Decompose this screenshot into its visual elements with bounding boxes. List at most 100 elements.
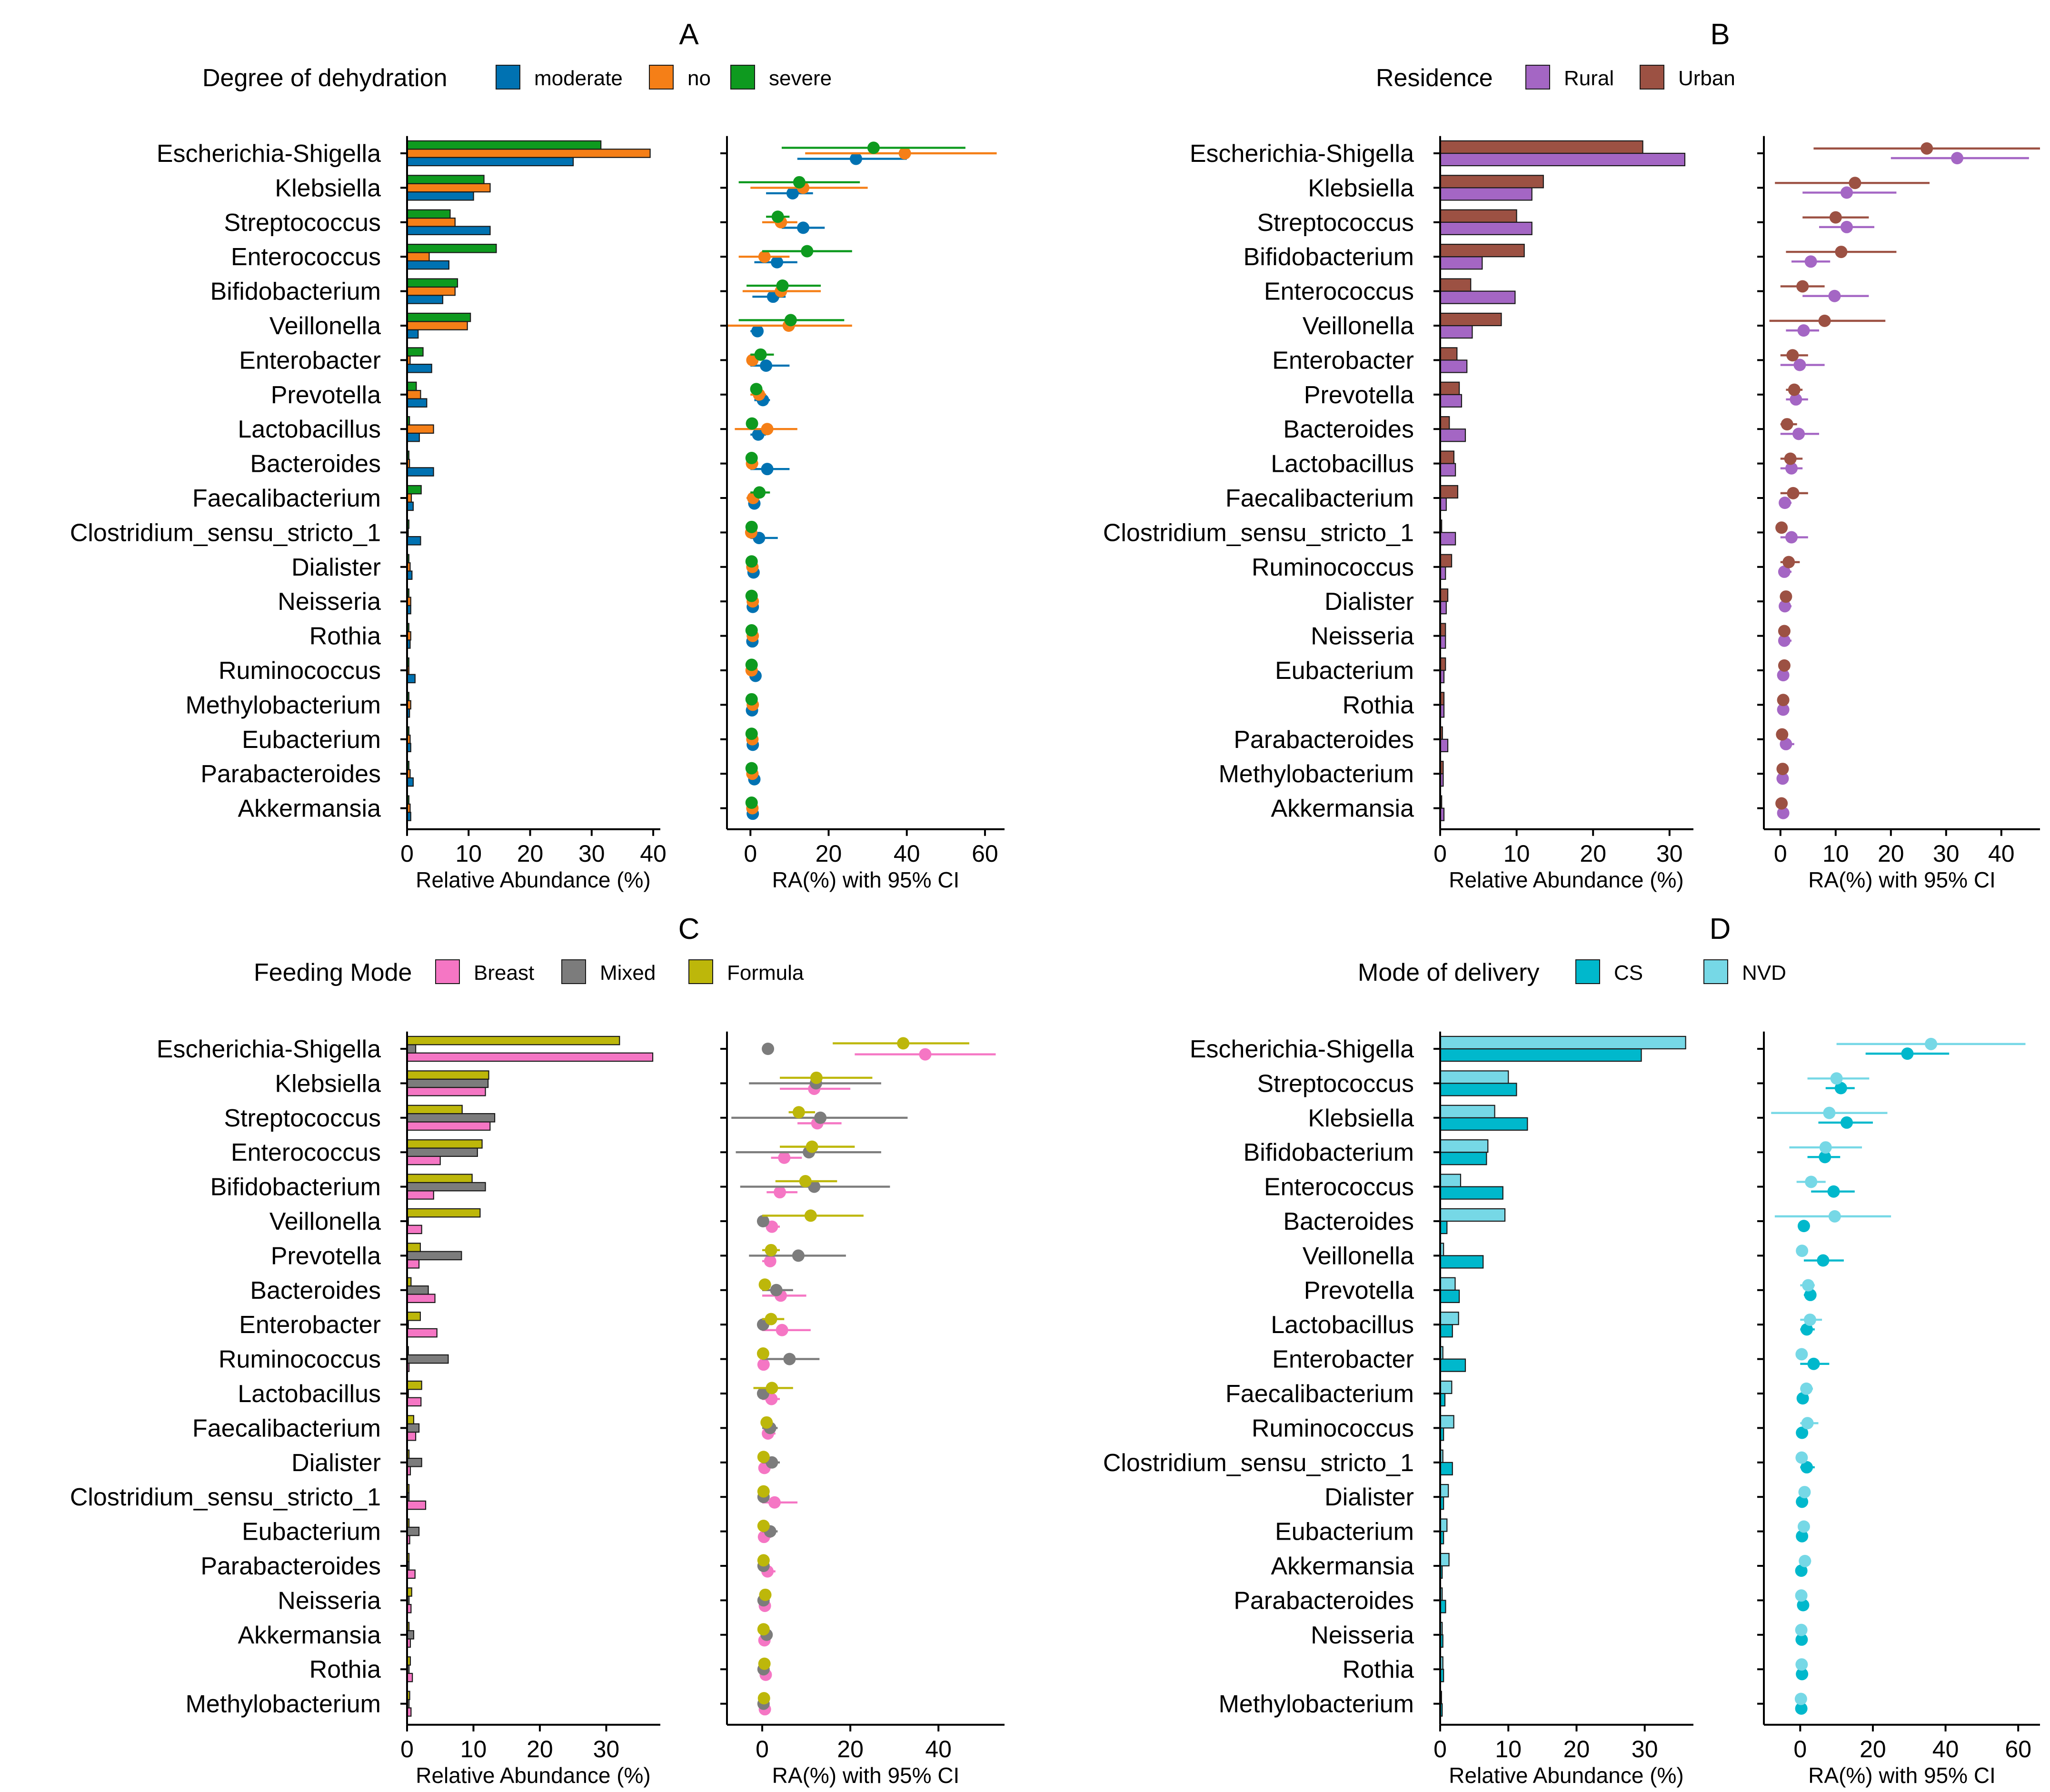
genus-label: Ruminococcus <box>1252 554 1414 581</box>
ci-point <box>1828 1210 1841 1223</box>
ci-point <box>770 1284 783 1296</box>
ci-point <box>1786 349 1799 362</box>
bar <box>1439 1186 1503 1200</box>
x-axis-title: RA(%) with 95% CI <box>772 867 960 892</box>
bar <box>1439 1553 1450 1567</box>
ci-point <box>1817 1254 1830 1267</box>
x-axis-title: Relative Abundance (%) <box>1449 867 1684 892</box>
ci-point <box>1849 177 1861 189</box>
ci-point <box>757 1692 770 1705</box>
genus-label: Dialister <box>1324 588 1414 616</box>
ci-point <box>771 256 784 269</box>
x-tick-label: 40 <box>1988 840 2015 867</box>
ci-point <box>1835 246 1848 259</box>
panel-a: A Degree of dehydration moderate no severe Es… <box>70 18 1005 892</box>
ci-point <box>806 1140 818 1153</box>
ci-point <box>1796 1530 1809 1543</box>
ci-point <box>1800 1382 1813 1395</box>
ci-point <box>766 1382 778 1394</box>
ci-point <box>1778 625 1791 637</box>
bar <box>406 1328 438 1338</box>
genus-label: Clostridium_sensu_stricto_1 <box>70 519 381 547</box>
bar <box>1439 140 1643 154</box>
bar <box>406 1086 486 1096</box>
x-tick-label: 20 <box>1878 840 1904 867</box>
x-tick-label: 10 <box>1495 1736 1522 1762</box>
legend-label: no <box>687 67 711 90</box>
genus-label: Klebsiella <box>1308 1105 1414 1132</box>
ci-point <box>792 1249 805 1262</box>
bar <box>406 1397 422 1407</box>
ci-point <box>768 1496 781 1509</box>
ci-point <box>1778 565 1791 578</box>
ci-point <box>1796 1426 1809 1439</box>
ci-point <box>758 250 771 263</box>
genus-label: Enterococcus <box>1264 1174 1414 1201</box>
genus-label: Prevotella <box>271 381 381 409</box>
ci-point <box>808 1180 821 1193</box>
x-tick-label: 20 <box>837 1736 864 1762</box>
legend-label: moderate <box>534 67 623 90</box>
panel-letter: B <box>1710 18 1730 51</box>
genus-label: Prevotella <box>1304 381 1414 409</box>
ci-point <box>759 1588 772 1601</box>
ci-point <box>757 1485 770 1498</box>
bar <box>406 312 471 322</box>
bar <box>1439 1380 1453 1394</box>
ci-point <box>1795 1564 1808 1577</box>
genus-label: Enterobacter <box>1272 347 1414 374</box>
bar <box>1439 244 1525 258</box>
ci-point <box>1787 487 1800 499</box>
x-tick-label: 0 <box>400 1736 414 1762</box>
genus-label: Lactobacillus <box>238 416 381 443</box>
genus-label: Faecalibacterium <box>192 1414 381 1442</box>
ci-point <box>745 589 758 602</box>
x-tick-label: 0 <box>1433 840 1447 867</box>
genus-label: Parabacteroides <box>200 1553 381 1580</box>
genus-label: Methylobacterium <box>186 1691 381 1718</box>
bar <box>406 674 416 684</box>
bar <box>406 1630 415 1640</box>
bar <box>406 209 451 219</box>
ci-point <box>849 152 862 165</box>
bar <box>406 244 497 253</box>
ci-point <box>810 1071 823 1084</box>
bar <box>406 1526 420 1536</box>
genus-label: Dialister <box>291 554 381 581</box>
genus-label: Veillonella <box>1303 312 1414 340</box>
panel-letter: D <box>1710 913 1731 946</box>
ci-point <box>745 762 758 775</box>
ci-point <box>1807 1357 1820 1370</box>
genus-label: Neisseria <box>1311 1622 1414 1649</box>
x-tick-label: 0 <box>400 840 414 867</box>
genus-label: Eubacterium <box>242 1518 381 1546</box>
bar <box>1439 1484 1449 1498</box>
bar <box>406 1139 483 1149</box>
genus-label: Rothia <box>1343 691 1414 719</box>
bar <box>406 1294 436 1303</box>
ci-point <box>1788 383 1801 396</box>
bar <box>406 1500 427 1510</box>
bar <box>1439 450 1455 464</box>
ci-point <box>1819 1141 1832 1154</box>
legend-swatch <box>688 959 713 984</box>
bar <box>1439 1083 1517 1096</box>
genus-label: Enterobacter <box>239 1311 381 1339</box>
genus-label: Eubacterium <box>242 726 381 754</box>
bar <box>1439 1358 1466 1372</box>
ci-point <box>1777 806 1790 819</box>
bar <box>406 1285 429 1295</box>
genus-label: Lactobacillus <box>238 1380 381 1408</box>
ci-point <box>776 279 789 292</box>
ci-point <box>1778 659 1791 672</box>
bar <box>1439 463 1456 477</box>
ci-point <box>1841 186 1853 199</box>
ci-point <box>757 1520 770 1533</box>
ci-point <box>1799 1554 1811 1567</box>
bar <box>406 1415 415 1424</box>
panel-b: B Residence Rural Urban Escherichia-Shigella… <box>1103 18 2040 892</box>
legend-label: CS <box>1614 961 1643 985</box>
bar <box>406 536 421 546</box>
ci-point <box>745 624 758 637</box>
bar <box>1439 1208 1506 1222</box>
